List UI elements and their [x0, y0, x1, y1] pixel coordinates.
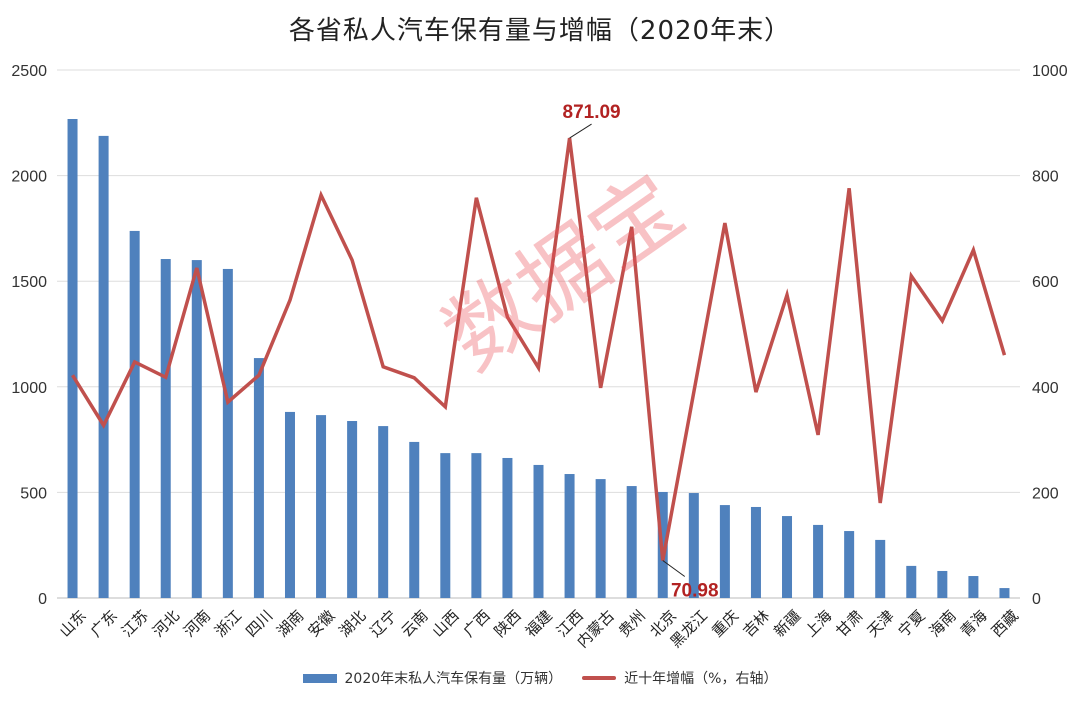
annotation-leader	[662, 560, 686, 577]
bar	[253, 358, 264, 598]
legend-swatch-line	[582, 676, 617, 680]
chart-title: 各省私人汽车保有量与增幅（2020年末）	[288, 16, 792, 46]
category-label: 安徽	[304, 607, 338, 641]
bar	[160, 259, 171, 598]
bar	[191, 260, 202, 598]
legend: 2020年末私人汽车保有量（万辆） 近十年增幅（%，右轴）	[0, 668, 1080, 688]
category-label: 西藏	[988, 607, 1022, 641]
bar	[844, 531, 855, 598]
category-label: 甘肃	[833, 607, 867, 641]
bar	[378, 426, 389, 598]
bar	[999, 588, 1010, 598]
bar	[67, 118, 78, 598]
category-label: 天津	[864, 607, 898, 641]
category-label: 海南	[926, 607, 960, 641]
category-label: 贵州	[615, 607, 649, 641]
bar	[533, 464, 544, 598]
category-label: 湖北	[335, 607, 369, 641]
category-label: 山东	[56, 607, 90, 641]
left-tick-label: 500	[20, 485, 47, 502]
category-label: 上海	[801, 607, 835, 641]
right-tick-label: 600	[1032, 274, 1059, 291]
right-tick-label: 200	[1032, 485, 1059, 502]
bar	[782, 516, 793, 598]
bar	[719, 505, 730, 598]
category-label: 陕西	[491, 607, 525, 641]
category-label: 重庆	[708, 607, 742, 641]
bar	[471, 453, 482, 598]
left-tick-label: 0	[38, 591, 47, 608]
bar	[316, 415, 327, 598]
category-label: 青海	[957, 607, 991, 641]
left-tick-label: 1000	[11, 380, 47, 397]
category-label: 广西	[460, 607, 494, 641]
category-label: 广东	[87, 607, 121, 641]
bar	[595, 479, 606, 598]
annotation-label: 70.98	[671, 581, 719, 602]
bar	[906, 565, 917, 598]
right-tick-label: 1000	[1032, 63, 1068, 80]
bar	[937, 570, 948, 598]
legend-label-bar: 2020年末私人汽车保有量（万辆）	[344, 671, 563, 687]
bar	[750, 506, 761, 598]
category-label: 云南	[398, 607, 432, 641]
right-tick-label: 800	[1032, 169, 1059, 186]
bar	[440, 453, 451, 598]
annotation-label: 871.09	[563, 102, 621, 123]
bar	[129, 230, 140, 599]
bar	[875, 539, 886, 598]
legend-label-line: 近十年增幅（%，右轴）	[624, 671, 778, 687]
bar	[98, 135, 109, 598]
category-label: 辽宁	[367, 607, 401, 641]
bar	[284, 411, 295, 598]
category-label: 湖南	[273, 607, 307, 641]
right-tick-label: 0	[1032, 591, 1041, 608]
bar	[409, 441, 420, 598]
bar	[502, 457, 513, 598]
category-label: 浙江	[211, 607, 245, 641]
category-label: 四川	[242, 607, 276, 641]
category-label: 河南	[180, 607, 214, 641]
left-tick-label: 2000	[11, 169, 47, 186]
right-tick-label: 400	[1032, 380, 1059, 397]
left-tick-label: 2500	[11, 63, 47, 80]
bar	[222, 268, 233, 598]
category-label: 江苏	[118, 607, 152, 641]
legend-swatch-bar	[302, 673, 337, 683]
category-label: 新疆	[770, 607, 804, 641]
category-label: 吉林	[739, 607, 773, 641]
category-label: 宁夏	[895, 607, 929, 641]
category-label: 福建	[522, 607, 556, 641]
category-label: 山西	[429, 607, 463, 641]
bar	[564, 474, 575, 598]
bar	[813, 524, 824, 598]
annotation-leader	[569, 123, 592, 139]
left-tick-label: 1500	[11, 274, 47, 291]
bar	[347, 421, 358, 598]
category-label: 河北	[149, 607, 183, 641]
bar	[688, 493, 699, 598]
bar	[626, 486, 637, 598]
bar	[968, 576, 979, 598]
